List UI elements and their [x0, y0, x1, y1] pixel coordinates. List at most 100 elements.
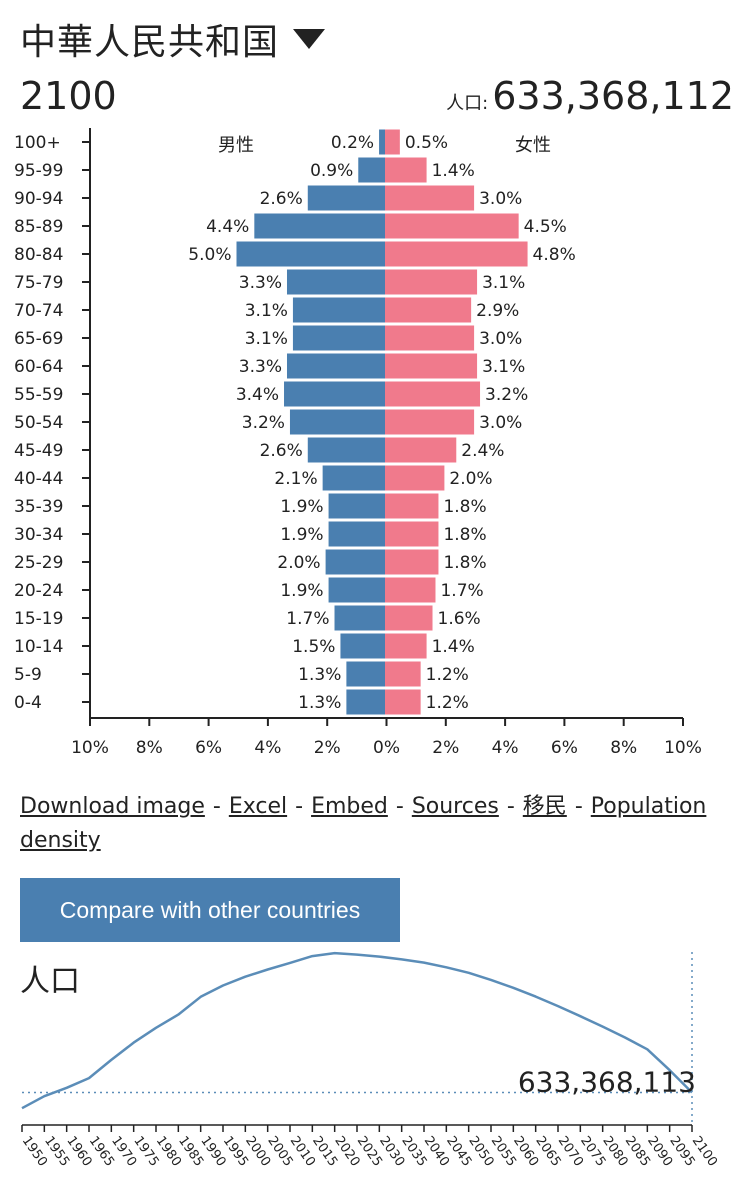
link-row: Download image - Excel - Embed - Sources - 移民 - Po…	[20, 794, 707, 853]
y-tick-label: 35-39	[14, 497, 63, 517]
y-tick-label: 70-74	[14, 301, 63, 321]
male-data-label: 1.9%	[280, 497, 323, 517]
male-bar	[358, 157, 385, 183]
x-tick-label: 8%	[610, 738, 637, 758]
male-bar	[328, 577, 385, 603]
x-tick-label: 4%	[254, 738, 281, 758]
male-data-label: 3.3%	[239, 357, 282, 377]
female-bar	[385, 129, 400, 155]
y-tick-label: 25-29	[14, 553, 63, 573]
y-tick-label: 75-79	[14, 273, 63, 293]
excel-link[interactable]: Excel	[228, 794, 288, 819]
male-bar	[328, 521, 385, 547]
population-pyramid-chart: 100+ 0.2% 0.5% 95-99 0.9% 1.4% 90-94 2.6% 3.0% 85…	[14, 128, 702, 758]
female-bar	[385, 241, 528, 267]
male-data-label: 3.1%	[245, 329, 288, 349]
male-bar	[334, 605, 385, 631]
male-bar	[292, 297, 385, 323]
y-tick-label: 50-54	[14, 413, 63, 433]
population-value: 633,368,112	[492, 74, 734, 118]
male-data-label: 2.6%	[260, 189, 303, 209]
female-bar	[385, 661, 421, 687]
female-bar	[385, 605, 433, 631]
female-data-label: 1.2%	[426, 665, 469, 685]
female-bar	[385, 157, 427, 183]
male-data-label: 1.3%	[298, 665, 341, 685]
female-bar	[385, 493, 439, 519]
female-data-label: 4.5%	[524, 217, 567, 237]
download-image-link[interactable]: Download image	[20, 794, 205, 819]
population-display: 人口: 633,368,112	[446, 74, 734, 118]
female-bar	[385, 353, 478, 379]
population-density-link[interactable]: Population density	[20, 794, 707, 853]
y-tick-label: 80-84	[14, 245, 63, 265]
female-bar	[385, 381, 481, 407]
male-bar	[236, 241, 385, 267]
female-data-label: 2.4%	[461, 441, 504, 461]
y-tick-label: 5-9	[14, 665, 42, 685]
caret-down-icon[interactable]	[293, 29, 326, 49]
legend-female: 女性	[515, 135, 551, 156]
country-name[interactable]: 中華人民共和国	[20, 22, 280, 63]
male-bar	[292, 325, 385, 351]
male-data-label: 0.2%	[331, 133, 374, 153]
male-data-label: 3.2%	[242, 413, 285, 433]
trend-title: 人口	[20, 964, 80, 999]
male-bar	[322, 465, 385, 491]
female-data-label: 0.5%	[405, 133, 448, 153]
y-tick-label: 100+	[14, 133, 61, 153]
female-data-label: 3.0%	[479, 189, 522, 209]
year-label: 2100	[20, 74, 117, 118]
male-bar	[286, 269, 385, 295]
migration-link[interactable]: 移民	[522, 794, 567, 819]
male-data-label: 2.6%	[260, 441, 303, 461]
female-data-label: 1.4%	[432, 161, 475, 181]
compare-countries-button[interactable]: Compare with other countries	[20, 878, 400, 942]
y-tick-label: 10-14	[14, 637, 63, 657]
male-data-label: 3.4%	[236, 385, 279, 405]
x-tick-label: 10%	[71, 738, 109, 758]
population-trend-chart: 633,368,11319501955196019651970197519801…	[19, 951, 720, 1169]
male-data-label: 3.3%	[239, 273, 282, 293]
female-data-label: 1.6%	[438, 609, 481, 629]
y-tick-label: 45-49	[14, 441, 63, 461]
x-tick-label: 6%	[195, 738, 222, 758]
female-data-label: 2.9%	[476, 301, 519, 321]
population-line	[21, 951, 693, 1110]
legend-male: 男性	[218, 135, 254, 156]
x-tick-label: 8%	[136, 738, 163, 758]
male-data-label: 2.0%	[277, 553, 320, 573]
y-tick-label: 60-64	[14, 357, 63, 377]
x-tick-label: 10%	[664, 738, 702, 758]
male-bar	[328, 493, 385, 519]
sources-link[interactable]: Sources	[411, 794, 499, 819]
female-bar	[385, 409, 475, 435]
female-data-label: 3.0%	[479, 413, 522, 433]
female-data-label: 3.1%	[482, 273, 525, 293]
female-bar	[385, 325, 475, 351]
male-data-label: 4.4%	[206, 217, 249, 237]
female-bar	[385, 297, 472, 323]
y-tick-label: 20-24	[14, 581, 63, 601]
female-data-label: 1.8%	[443, 497, 486, 517]
y-tick-label: 85-89	[14, 217, 63, 237]
x-tick-label: 2%	[432, 738, 459, 758]
male-bar	[379, 129, 385, 155]
female-bar	[385, 437, 457, 463]
female-data-label: 2.0%	[449, 469, 492, 489]
end-value-label: 633,368,113	[518, 1066, 696, 1099]
female-data-label: 3.0%	[479, 329, 522, 349]
male-bar	[289, 409, 385, 435]
x-tick-label: 6%	[551, 738, 578, 758]
x-tick-label: 0%	[373, 738, 400, 758]
y-tick-label: 90-94	[14, 189, 63, 209]
country-selector[interactable]: 中華人民共和国	[20, 14, 326, 64]
female-bar	[385, 577, 436, 603]
female-data-label: 3.2%	[485, 385, 528, 405]
male-data-label: 1.3%	[298, 693, 341, 713]
female-bar	[385, 689, 421, 715]
male-data-label: 1.5%	[292, 637, 335, 657]
embed-link[interactable]: Embed	[311, 794, 388, 819]
male-bar	[286, 353, 385, 379]
y-tick-label: 65-69	[14, 329, 63, 349]
